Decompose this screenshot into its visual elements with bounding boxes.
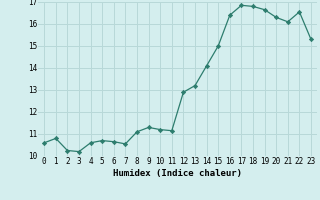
X-axis label: Humidex (Indice chaleur): Humidex (Indice chaleur) — [113, 169, 242, 178]
